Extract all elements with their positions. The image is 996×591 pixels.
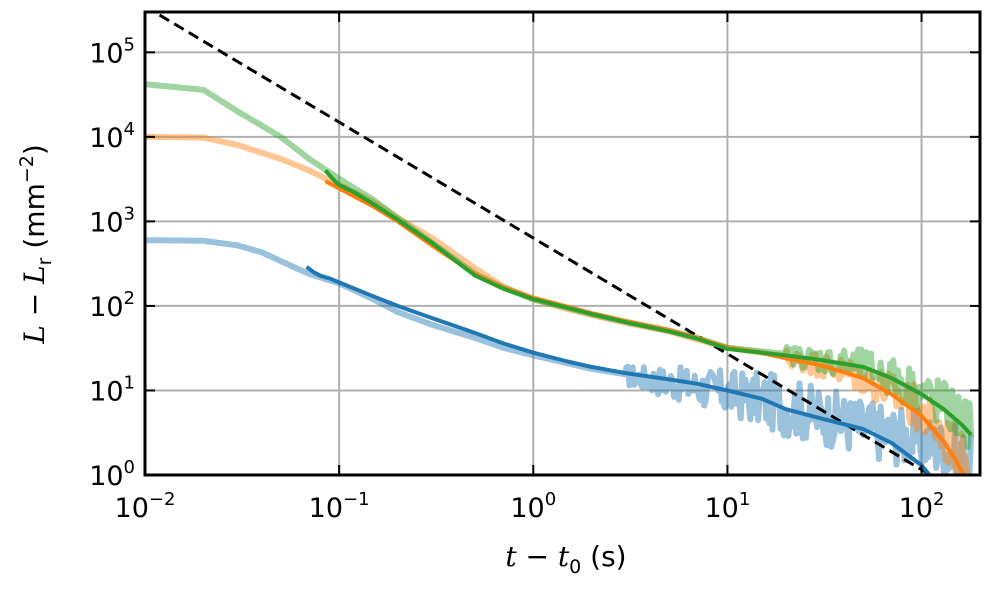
y-tick-label-1: 101 — [89, 372, 135, 407]
x-tick-label-3: 101 — [705, 489, 751, 524]
x-axis-label: t − t0 (s) — [505, 540, 626, 578]
y-tick-label-3: 103 — [89, 203, 135, 238]
axes-border — [143, 10, 982, 477]
series-2-raw-line — [145, 81, 975, 450]
series-0-fit-line — [305, 265, 932, 475]
series-group — [145, 12, 975, 475]
y-tick-label-5: 105 — [89, 34, 135, 69]
plot-area — [145, 12, 975, 475]
x-tick-label-1: 10−1 — [309, 489, 370, 524]
y-tick-label-4: 104 — [89, 119, 135, 154]
x-tick-label-0: 10−2 — [115, 489, 176, 524]
x-tick-label-2: 100 — [510, 489, 556, 524]
y-axis-label: L − Lr (mm−2) — [16, 144, 56, 345]
series-2-fit-line — [323, 169, 973, 437]
x-tick-label-4: 102 — [899, 489, 945, 524]
y-tick-label-2: 102 — [89, 288, 135, 323]
y-tick-labels: 100 101 102 103 104 105 — [89, 34, 135, 492]
reference-line — [151, 12, 934, 475]
ticks — [144, 12, 980, 476]
x-tick-labels: 10−2 10−1 100 101 102 — [115, 489, 945, 524]
y-tick-label-0: 100 — [89, 457, 135, 492]
axes-frame — [143, 10, 982, 477]
